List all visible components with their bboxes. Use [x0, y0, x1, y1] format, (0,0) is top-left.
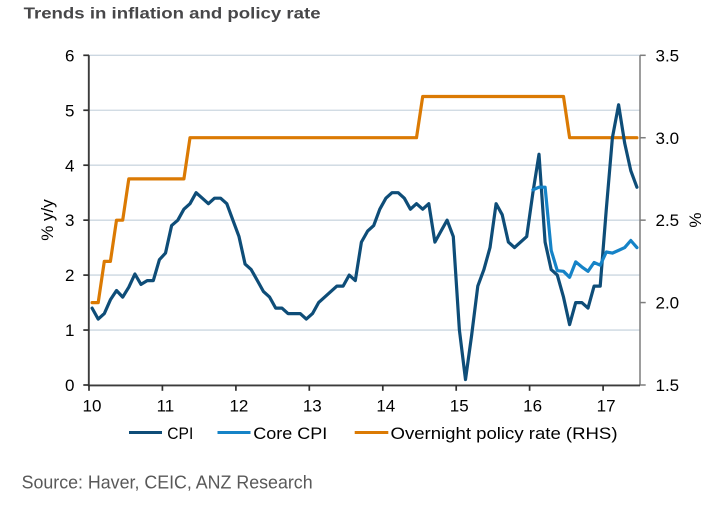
- svg-text:10: 10: [83, 396, 102, 415]
- svg-text:1.5: 1.5: [656, 376, 680, 395]
- svg-text:12: 12: [229, 396, 248, 415]
- svg-text:15: 15: [450, 396, 469, 415]
- svg-text:2.0: 2.0: [656, 294, 680, 313]
- svg-text:17: 17: [597, 396, 616, 415]
- svg-text:16: 16: [523, 396, 542, 415]
- svg-text:3.0: 3.0: [656, 129, 680, 148]
- svg-text:2.5: 2.5: [656, 211, 680, 230]
- svg-text:13: 13: [303, 396, 322, 415]
- svg-text:6: 6: [65, 46, 74, 65]
- svg-text:4: 4: [65, 156, 74, 175]
- svg-text:2: 2: [65, 266, 74, 285]
- svg-text:11: 11: [157, 396, 175, 415]
- svg-text:Core CPI: Core CPI: [253, 424, 327, 443]
- svg-text:% y/y: % y/y: [38, 199, 57, 241]
- svg-text:0: 0: [65, 376, 74, 395]
- svg-text:Overnight policy rate (RHS): Overnight policy rate (RHS): [391, 424, 618, 443]
- svg-text:%: %: [686, 212, 705, 227]
- svg-text:Source: Haver, CEIC, ANZ Resea: Source: Haver, CEIC, ANZ Research: [22, 472, 313, 492]
- svg-text:3: 3: [65, 211, 74, 230]
- svg-text:14: 14: [376, 396, 395, 415]
- svg-text:CPI: CPI: [167, 424, 193, 443]
- svg-text:5: 5: [65, 101, 74, 120]
- svg-text:1: 1: [65, 321, 74, 340]
- svg-text:3.5: 3.5: [656, 46, 680, 65]
- svg-text:Trends in inflation and policy: Trends in inflation and policy rate: [24, 5, 321, 22]
